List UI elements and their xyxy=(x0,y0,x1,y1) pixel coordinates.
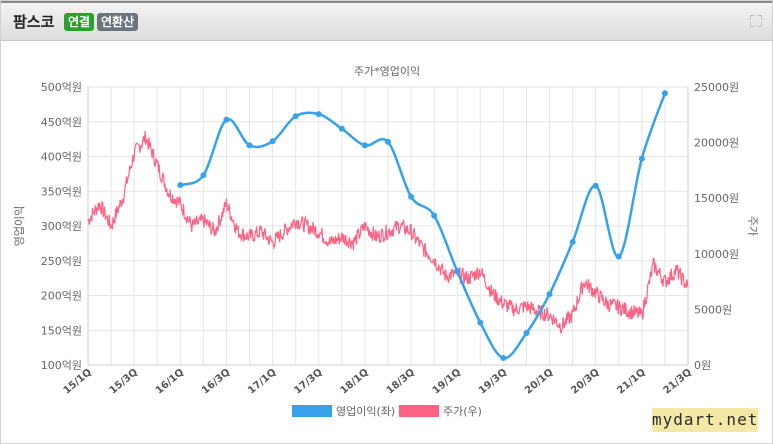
legend-label-profit: 영업이익(좌) xyxy=(336,405,395,418)
x-tick-label: 21/3Q xyxy=(662,367,694,397)
profit-point[interactable] xyxy=(638,155,645,162)
x-tick-label: 19/3Q xyxy=(477,367,509,397)
x-tick-label: 16/1Q xyxy=(154,367,186,397)
profit-point[interactable] xyxy=(361,142,368,149)
profit-point[interactable] xyxy=(592,182,599,189)
x-tick-label: 16/3Q xyxy=(200,367,232,397)
right-tick-label: 20000원 xyxy=(694,137,739,150)
x-tick-label: 17/1Q xyxy=(246,367,278,397)
x-tick-label: 20/1Q xyxy=(523,367,555,397)
left-tick-label: 350억원 xyxy=(41,185,82,198)
profit-point[interactable] xyxy=(431,212,438,219)
left-tick-label: 200억원 xyxy=(41,290,82,303)
left-tick-label: 300억원 xyxy=(41,220,82,233)
legend-swatch-profit xyxy=(292,405,332,417)
profit-point[interactable] xyxy=(569,238,576,245)
profit-point[interactable] xyxy=(523,330,530,337)
profit-point[interactable] xyxy=(615,253,622,260)
right-tick-label: 15000원 xyxy=(694,192,739,205)
x-tick-label: 18/1Q xyxy=(338,367,370,397)
left-tick-label: 250억원 xyxy=(41,255,82,268)
right-axis-label: 주가 xyxy=(746,216,759,236)
chart-title: 주가*영업이익 xyxy=(354,65,420,78)
profit-point[interactable] xyxy=(661,90,668,97)
x-axis-ticks: 15/1Q 15/3Q 16/1Q 16/3Q 17/1Q 17/3Q 18/1Q 18/3Q… xyxy=(62,367,694,397)
profit-point[interactable] xyxy=(200,172,207,179)
right-axis-ticks: 0원 5000원 10000원 15000원 20000원 25000원 xyxy=(694,81,739,372)
profit-point[interactable] xyxy=(385,138,391,145)
profit-point[interactable] xyxy=(477,319,484,326)
left-tick-label: 450억원 xyxy=(41,116,82,129)
x-tick-label: 19/1Q xyxy=(431,367,463,397)
company-name: 팜스코 xyxy=(13,13,55,31)
x-tick-label: 18/3Q xyxy=(385,367,417,397)
profit-point[interactable] xyxy=(338,125,345,132)
left-axis-label: 영업이익 xyxy=(13,206,26,246)
left-tick-label: 500억원 xyxy=(41,81,82,94)
x-tick-label: 15/3Q xyxy=(108,367,140,397)
right-tick-label: 10000원 xyxy=(694,248,739,261)
profit-series-points xyxy=(177,90,668,362)
profit-point[interactable] xyxy=(500,355,507,362)
x-tick-label: 21/1Q xyxy=(615,367,647,397)
profit-point[interactable] xyxy=(408,193,415,200)
profit-point[interactable] xyxy=(269,138,276,145)
annualized-badge[interactable]: 연환산 xyxy=(97,13,139,31)
left-tick-label: 400억원 xyxy=(41,151,82,164)
grid-lines xyxy=(87,86,689,366)
right-tick-label: 5000원 xyxy=(694,303,732,316)
profit-point[interactable] xyxy=(454,268,461,275)
legend-swatch-price xyxy=(399,405,439,417)
left-tick-label: 100억원 xyxy=(41,359,82,372)
expand-icon[interactable] xyxy=(750,15,762,27)
profit-point[interactable] xyxy=(177,181,184,188)
right-tick-label: 0원 xyxy=(694,359,711,372)
legend-label-price: 주가(우) xyxy=(443,405,482,418)
profit-point[interactable] xyxy=(315,111,322,118)
x-tick-label: 20/3Q xyxy=(569,367,601,397)
profit-point[interactable] xyxy=(223,116,230,123)
consolidated-badge[interactable]: 연결 xyxy=(64,13,95,31)
left-tick-label: 150억원 xyxy=(41,324,82,337)
profit-point[interactable] xyxy=(546,291,553,298)
price-series-line xyxy=(87,130,689,334)
left-axis-ticks: 100억원 150억원 200억원 250억원 300억원 350억원 400억원 450억원… xyxy=(41,81,82,372)
right-tick-label: 25000원 xyxy=(694,81,739,94)
watermark-logo: mydart.net xyxy=(652,408,758,432)
profit-point[interactable] xyxy=(246,142,253,149)
profit-point[interactable] xyxy=(292,113,299,120)
legend[interactable]: 영업이익(좌) 주가(우) xyxy=(292,405,482,418)
panel-header: 팜스코 연결 연환산 xyxy=(1,1,772,41)
x-tick-label: 17/3Q xyxy=(292,367,324,397)
